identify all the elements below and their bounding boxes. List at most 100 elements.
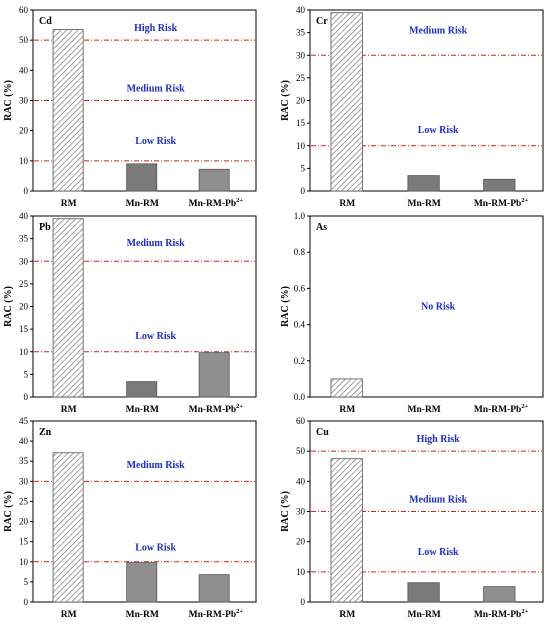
risk-zone-label: Low Risk [135, 136, 176, 147]
bar-rm [330, 458, 363, 603]
x-category-label: Mn-RM [408, 610, 441, 620]
x-category-label: Mn-RM-Pb2+ [189, 608, 244, 620]
risk-zone-label: Low Risk [418, 547, 459, 558]
y-tick-label: 30 [19, 96, 29, 106]
panel-as: 0.0 0.2 0.4 0.6 0.8 1.0 RAC (%) No Risk As RM Mn-R… [280, 211, 544, 415]
y-axis-label: RAC (%) [3, 80, 14, 121]
panel-label: Cd [39, 16, 52, 27]
y-tick-label: 35 [296, 28, 306, 38]
y-tick-label: 10 [296, 141, 306, 151]
risk-zone-label: High Risk [134, 23, 178, 34]
risk-zone-label: Medium Risk [127, 238, 186, 249]
y-tick-label: 15 [296, 118, 306, 128]
y-tick-label: 30 [296, 50, 306, 60]
y-tick-label: 15 [19, 537, 29, 547]
x-category-label: RM [61, 405, 77, 415]
bar-mn-rm-pb [198, 574, 230, 603]
y-tick-label: 20 [19, 517, 29, 527]
x-category-label: Mn-RM-Pb2+ [474, 197, 529, 209]
y-axis-label: RAC (%) [3, 286, 14, 327]
bar-mn-rm [126, 562, 158, 603]
y-tick-label: 0.4 [294, 320, 306, 330]
panel-zn: 0 5 10 15 20 25 30 35 40 45 RAC (%) Medium Risk Low … [3, 416, 257, 620]
bar-rm [52, 452, 84, 603]
y-tick-label: 0.6 [294, 283, 306, 293]
y-tick-label: 40 [19, 436, 29, 446]
y-tick-label: 20 [19, 126, 29, 136]
x-category-label: RM [61, 199, 77, 209]
x-category-label: RM [61, 610, 77, 620]
panel-label: Zn [39, 427, 52, 438]
bar-mn-rm-pb [483, 178, 516, 192]
y-tick-label: 0.0 [294, 392, 306, 402]
bar-rm [52, 218, 84, 398]
y-tick-label: 5 [24, 369, 29, 379]
y-tick-label: 25 [296, 73, 306, 83]
y-tick-label: 50 [296, 446, 306, 456]
y-tick-label: 30 [19, 476, 29, 486]
x-category-label: Mn-RM-Pb2+ [189, 403, 244, 415]
bar-mn-rm-pb [198, 168, 230, 192]
risk-zone-label: Medium Risk [127, 83, 186, 94]
y-tick-label: 0 [24, 186, 29, 196]
y-tick-label: 60 [296, 416, 306, 426]
x-category-label: RM [339, 610, 355, 620]
risk-zone-label: Low Risk [418, 125, 459, 136]
panel-cu: 0 10 20 30 40 50 60 RAC (%) High Risk Medium Risk… [280, 416, 544, 620]
risk-zone-label: Medium Risk [409, 25, 468, 36]
risk-zone-label: Low Risk [135, 543, 176, 554]
y-tick-label: 30 [19, 256, 29, 266]
y-axis-label: RAC (%) [280, 80, 291, 121]
x-category-label: RM [339, 405, 355, 415]
y-tick-label: 10 [19, 347, 29, 357]
y-tick-label: 0.2 [294, 356, 305, 366]
y-axis-label: RAC (%) [3, 491, 14, 532]
y-tick-label: 35 [19, 456, 29, 466]
y-tick-label: 60 [19, 5, 29, 15]
x-category-label: Mn-RM [408, 199, 441, 209]
risk-zone-label: Medium Risk [127, 460, 186, 471]
panel-label: Pb [39, 222, 51, 233]
y-tick-label: 10 [19, 557, 29, 567]
bar-rm [52, 29, 84, 192]
y-tick-label: 0 [301, 186, 306, 196]
y-tick-label: 40 [296, 5, 306, 15]
bar-mn-rm-pb [483, 586, 516, 603]
x-category-label: Mn-RM [126, 199, 159, 209]
y-tick-label: 25 [19, 279, 29, 289]
risk-zone-label: No Risk [421, 302, 456, 313]
risk-zone-label: Medium Risk [409, 494, 468, 505]
y-tick-label: 45 [19, 416, 29, 426]
bar-mn-rm [407, 582, 440, 603]
x-category-label: Mn-RM-Pb2+ [474, 403, 529, 415]
y-tick-label: 5 [24, 577, 29, 587]
y-tick-label: 10 [19, 156, 29, 166]
panel-cd: 0 10 20 30 40 50 60 RAC (%) High Risk Medium Risk… [3, 5, 257, 209]
bar-mn-rm [407, 175, 440, 192]
bar-mn-rm-pb [198, 352, 230, 398]
x-category-label: Mn-RM [126, 405, 159, 415]
panel-label: Cu [316, 427, 329, 438]
y-tick-label: 40 [296, 476, 306, 486]
panel-cr: 0 5 10 15 20 25 30 35 40 RAC (%) Medium Risk Low Ri… [280, 5, 544, 209]
y-tick-label: 20 [296, 96, 306, 106]
risk-zone-label: High Risk [417, 434, 461, 445]
x-category-label: Mn-RM [408, 405, 441, 415]
plot-frame [309, 215, 544, 398]
y-tick-label: 10 [296, 567, 306, 577]
y-tick-label: 30 [296, 507, 306, 517]
panel-label: As [316, 222, 327, 233]
y-tick-label: 15 [19, 324, 29, 334]
y-axis-label: RAC (%) [280, 286, 291, 327]
panel-label: Cr [316, 16, 328, 27]
bar-mn-rm [126, 163, 158, 192]
y-tick-label: 0 [24, 392, 29, 402]
x-category-label: Mn-RM-Pb2+ [189, 197, 244, 209]
y-tick-label: 1.0 [294, 211, 306, 221]
y-tick-label: 20 [19, 302, 29, 312]
bar-rm [330, 378, 363, 398]
y-tick-label: 5 [301, 163, 306, 173]
y-tick-label: 40 [19, 211, 29, 221]
